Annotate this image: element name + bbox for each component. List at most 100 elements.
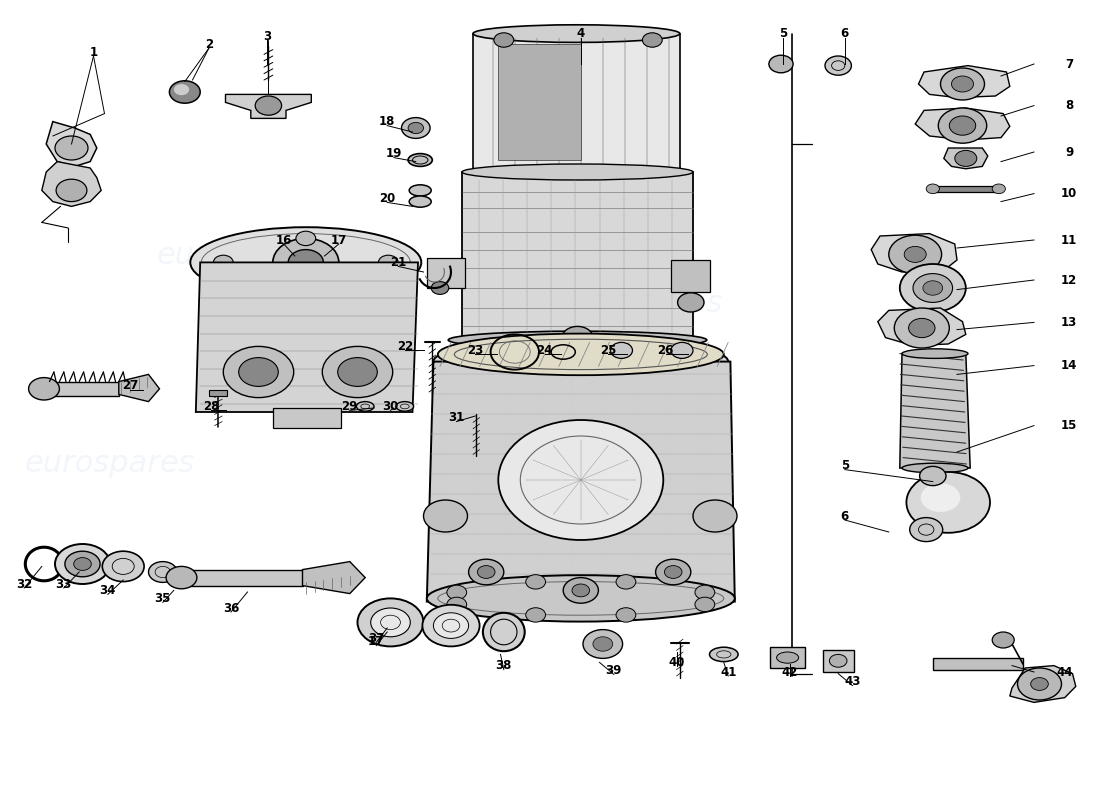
- Circle shape: [433, 613, 469, 638]
- Circle shape: [572, 584, 590, 597]
- Text: eurospares: eurospares: [25, 450, 195, 478]
- Circle shape: [29, 378, 59, 400]
- Circle shape: [296, 231, 316, 246]
- Text: 20: 20: [379, 192, 395, 205]
- Polygon shape: [42, 162, 101, 206]
- Polygon shape: [226, 94, 311, 118]
- Circle shape: [65, 551, 100, 577]
- Bar: [770, 647, 805, 668]
- Circle shape: [949, 116, 976, 135]
- Polygon shape: [915, 108, 1010, 140]
- Circle shape: [378, 255, 398, 270]
- Ellipse shape: [473, 25, 680, 42]
- Circle shape: [431, 282, 449, 294]
- Circle shape: [904, 246, 926, 262]
- Text: 9: 9: [1065, 146, 1074, 158]
- Circle shape: [909, 318, 935, 338]
- Text: 8: 8: [1065, 99, 1074, 112]
- Circle shape: [923, 281, 943, 295]
- Text: 19: 19: [386, 147, 402, 160]
- Circle shape: [562, 326, 593, 349]
- Circle shape: [174, 84, 189, 95]
- Circle shape: [693, 500, 737, 532]
- Circle shape: [642, 33, 662, 47]
- Text: 11: 11: [1062, 234, 1077, 246]
- Text: 44: 44: [1056, 666, 1072, 678]
- Circle shape: [921, 483, 960, 512]
- Text: 33: 33: [56, 578, 72, 590]
- Circle shape: [926, 184, 939, 194]
- Bar: [209, 390, 227, 396]
- Circle shape: [296, 279, 316, 294]
- Circle shape: [55, 136, 88, 160]
- Bar: [823, 650, 854, 672]
- Text: 6: 6: [840, 510, 849, 522]
- Text: 38: 38: [496, 659, 512, 672]
- Text: eurospares: eurospares: [157, 242, 327, 270]
- Bar: [462, 172, 693, 340]
- Polygon shape: [302, 562, 365, 594]
- Ellipse shape: [462, 164, 693, 180]
- Text: 32: 32: [16, 578, 32, 590]
- Circle shape: [769, 55, 793, 73]
- Circle shape: [656, 559, 691, 585]
- Circle shape: [938, 108, 987, 143]
- Text: 16: 16: [276, 234, 292, 246]
- Ellipse shape: [902, 349, 968, 358]
- Circle shape: [900, 264, 966, 312]
- Ellipse shape: [483, 613, 525, 651]
- Circle shape: [239, 358, 278, 386]
- Polygon shape: [878, 308, 966, 346]
- Circle shape: [74, 558, 91, 570]
- Ellipse shape: [408, 154, 432, 166]
- Circle shape: [825, 56, 851, 75]
- Polygon shape: [1010, 666, 1076, 702]
- Circle shape: [940, 68, 984, 100]
- Text: 22: 22: [397, 340, 412, 353]
- Circle shape: [671, 342, 693, 358]
- Text: 21: 21: [390, 256, 406, 269]
- Text: 1: 1: [89, 46, 98, 58]
- Text: 34: 34: [100, 584, 116, 597]
- Circle shape: [678, 293, 704, 312]
- Text: 43: 43: [845, 675, 860, 688]
- Text: 26: 26: [658, 344, 673, 357]
- Circle shape: [616, 574, 636, 589]
- Circle shape: [664, 566, 682, 578]
- Bar: [182, 570, 302, 586]
- Circle shape: [955, 150, 977, 166]
- Text: 25: 25: [601, 344, 616, 357]
- Circle shape: [402, 118, 430, 138]
- Text: 15: 15: [1062, 419, 1077, 432]
- Circle shape: [992, 632, 1014, 648]
- Text: 40: 40: [669, 656, 684, 669]
- Circle shape: [102, 551, 144, 582]
- Text: 36: 36: [223, 602, 239, 614]
- Ellipse shape: [409, 185, 431, 196]
- Text: 5: 5: [840, 459, 849, 472]
- Polygon shape: [427, 362, 735, 602]
- Circle shape: [494, 33, 514, 47]
- Text: 3: 3: [263, 30, 272, 42]
- Circle shape: [563, 578, 598, 603]
- Circle shape: [526, 608, 546, 622]
- Text: 42: 42: [782, 666, 797, 678]
- Circle shape: [889, 235, 942, 274]
- Bar: [427, 258, 465, 288]
- Polygon shape: [944, 148, 988, 169]
- Bar: [933, 658, 1023, 670]
- Circle shape: [906, 472, 990, 533]
- Polygon shape: [918, 66, 1010, 98]
- Circle shape: [894, 308, 949, 348]
- Circle shape: [695, 598, 715, 612]
- Text: 10: 10: [1062, 187, 1077, 200]
- Ellipse shape: [396, 402, 414, 411]
- Text: 35: 35: [155, 592, 170, 605]
- Circle shape: [952, 76, 974, 92]
- Circle shape: [477, 566, 495, 578]
- Ellipse shape: [777, 652, 799, 663]
- Ellipse shape: [427, 575, 735, 622]
- Text: eurospares: eurospares: [553, 290, 723, 318]
- Circle shape: [424, 500, 468, 532]
- Text: 29: 29: [342, 400, 358, 413]
